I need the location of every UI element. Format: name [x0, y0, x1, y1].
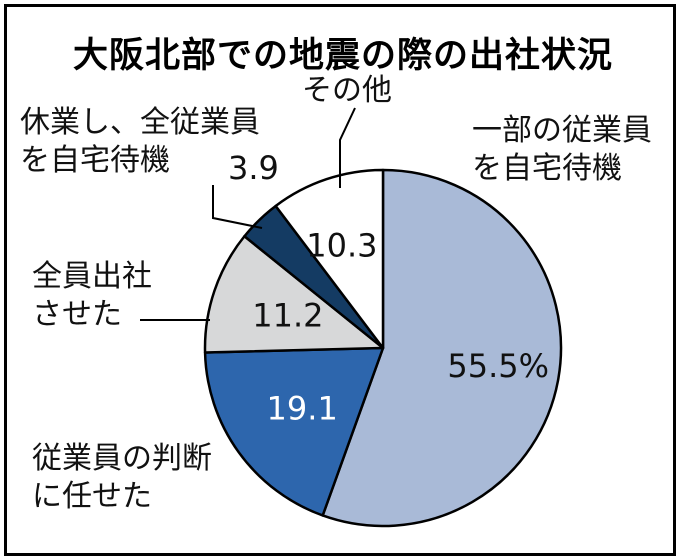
value-label-sonota: 10.3	[306, 226, 377, 264]
value-label-zenin: 11.2	[252, 297, 323, 335]
category-label-ichibu: 一部の従業員を自宅待機	[472, 113, 652, 186]
value-label-kyugyo: 3.9	[228, 149, 279, 187]
category-label-zenin: 全員出社させた	[32, 259, 152, 332]
pie-slice-sonota	[274, 168, 385, 350]
category-label-kyugyo: 休業し、全従業員を自宅待機	[20, 105, 260, 178]
leader-line-sonota	[339, 107, 356, 188]
chart-title: 大阪北部での地震の際の出社状況	[72, 36, 613, 76]
leader-line-kyugyo	[212, 185, 263, 229]
pie-slice-makaseta	[203, 346, 385, 517]
pie-slice-ichibu	[321, 168, 563, 528]
value-label-ichibu: 55.5%	[447, 347, 549, 385]
category-label-makaseta: 従業員の判断に任せた	[32, 441, 212, 514]
category-label-sonota: その他	[302, 73, 392, 108]
value-label-makaseta: 19.1	[267, 389, 338, 427]
pie-slice-zenin	[203, 235, 385, 354]
